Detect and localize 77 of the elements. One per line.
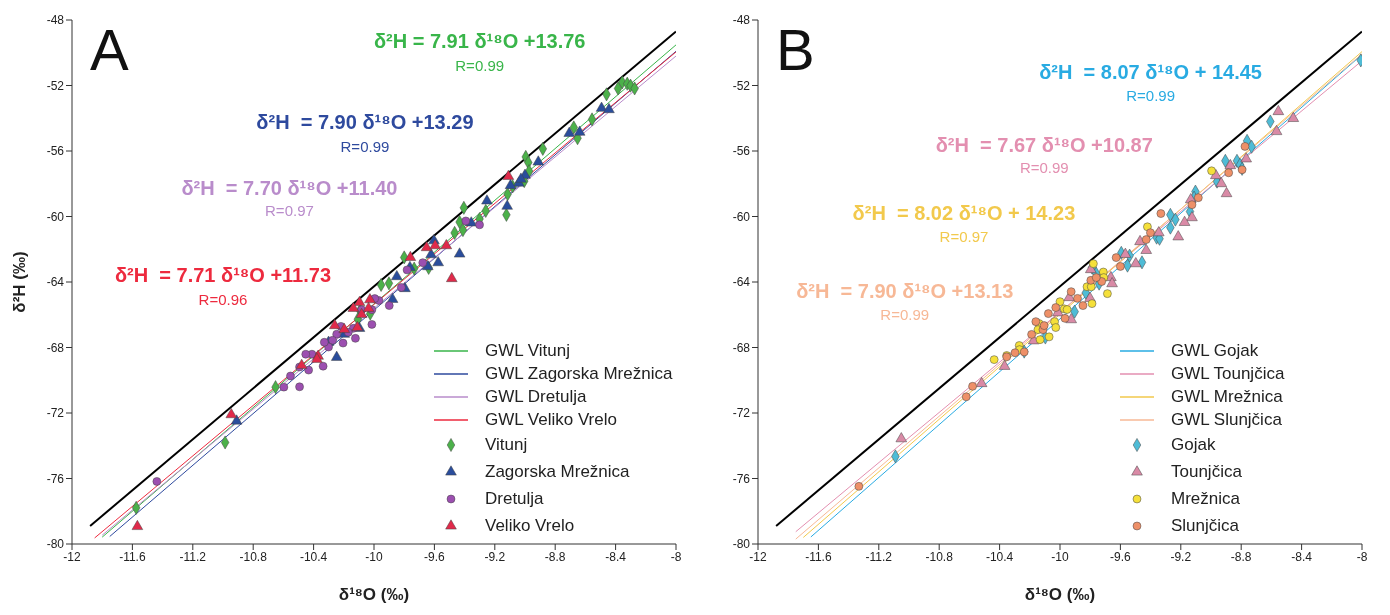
y-tick-label: -48	[46, 13, 65, 28]
annotation: R=0.99	[880, 305, 930, 323]
x-tick-label: -11.6	[805, 549, 832, 564]
x-tick-label: -11.2	[865, 549, 893, 564]
y-axis-title: δ²H (‰)	[10, 251, 30, 313]
y-tick-label: -52	[46, 78, 65, 93]
legend-label: GWL Tounjčica	[1171, 363, 1285, 384]
chart-title: B	[776, 16, 815, 83]
y-tick-label: -56	[732, 144, 751, 159]
y-tick-label: -64	[46, 275, 65, 290]
annotation: δ²H = 8.07 δ¹⁸O + 14.45	[1039, 60, 1262, 84]
y-tick-label: -76	[732, 471, 751, 486]
legend-label: Gojak	[1171, 434, 1216, 455]
annotation: δ²H = 7.90 δ¹⁸O +13.13	[796, 279, 1014, 303]
x-axis-title: δ¹⁸O (‰)	[1024, 585, 1096, 604]
x-tick-label: -8.8	[1230, 549, 1252, 564]
x-tick-label: -10	[365, 549, 383, 564]
legend-label: Vitunj	[485, 434, 528, 455]
y-tick-label: -68	[46, 340, 65, 355]
legend-label: Veliko Vrelo	[485, 515, 575, 536]
x-tick-label: -8.4	[605, 549, 627, 564]
legend-label: GWL Dretulja	[485, 386, 587, 407]
annotation: R=0.99	[1126, 86, 1175, 104]
x-tick-label: -9.6	[1110, 549, 1132, 564]
x-tick-label: -10.4	[985, 549, 1014, 564]
y-tick-label: -80	[732, 537, 751, 552]
x-tick-label: -10.8	[239, 549, 268, 564]
y-tick-label: -72	[46, 406, 65, 421]
y-tick-label: -48	[732, 13, 751, 28]
x-tick-label: -8	[670, 549, 682, 564]
x-tick-label: -8.8	[544, 549, 566, 564]
legend-label: GWL Veliko Vrelo	[485, 409, 617, 430]
y-tick-label: -64	[732, 275, 751, 290]
legend-label: Mrežnica	[1171, 488, 1240, 509]
x-tick-label: -9.2	[1170, 549, 1192, 564]
annotation: R=0.97	[939, 227, 989, 245]
x-axis-title: δ¹⁸O (‰)	[338, 585, 410, 604]
annotation: R=0.99	[455, 56, 505, 74]
x-tick-label: -12	[63, 549, 81, 564]
legend-label: GWL Gojak	[1171, 340, 1259, 361]
x-tick-label: -11.2	[179, 549, 207, 564]
y-tick-label: -80	[46, 537, 65, 552]
legend-label: Zagorska Mrežnica	[485, 461, 630, 482]
legend-label: Slunjčica	[1171, 515, 1240, 536]
legend-label: GWL Mrežnica	[1171, 386, 1283, 407]
y-tick-label: -60	[46, 209, 65, 224]
annotation: R=0.99	[1019, 158, 1069, 176]
annotation: δ²H = 7.71 δ¹⁸O +11.73	[114, 263, 332, 287]
x-tick-label: -10.8	[925, 549, 954, 564]
y-tick-label: -52	[732, 78, 751, 93]
y-tick-label: -68	[732, 340, 751, 355]
x-tick-label: -9.6	[424, 549, 446, 564]
y-tick-label: -60	[732, 209, 751, 224]
legend-label: GWL Slunjčica	[1171, 409, 1282, 430]
annotation: δ²H = 7.90 δ¹⁸O +13.29	[256, 110, 474, 134]
annotation: R=0.97	[265, 201, 314, 219]
legend-label: Dretulja	[485, 488, 544, 509]
annotation: R=0.96	[198, 290, 248, 308]
legend-label: GWL Vitunj	[485, 340, 571, 361]
x-tick-label: -10.4	[299, 549, 328, 564]
annotation: R=0.99	[340, 137, 390, 155]
x-tick-label: -12	[749, 549, 767, 564]
y-tick-label: -76	[46, 471, 65, 486]
annotation: δ²H = 7.91 δ¹⁸O +13.76	[373, 29, 586, 53]
annotation: δ²H = 7.67 δ¹⁸O +10.87	[935, 133, 1153, 157]
legend-label: GWL Zagorska Mrežnica	[485, 363, 673, 384]
x-tick-label: -11.6	[119, 549, 146, 564]
annotation: δ²H = 7.70 δ¹⁸O +11.40	[181, 176, 398, 200]
x-tick-label: -9.2	[484, 549, 506, 564]
x-tick-label: -8	[1356, 549, 1368, 564]
chart-title: A	[90, 16, 129, 83]
y-tick-label: -72	[732, 406, 751, 421]
legend-label: Tounjčica	[1171, 461, 1242, 482]
x-tick-label: -10	[1051, 549, 1069, 564]
x-tick-label: -8.4	[1291, 549, 1313, 564]
y-tick-label: -56	[46, 144, 65, 159]
annotation: δ²H = 8.02 δ¹⁸O + 14.23	[852, 201, 1076, 225]
